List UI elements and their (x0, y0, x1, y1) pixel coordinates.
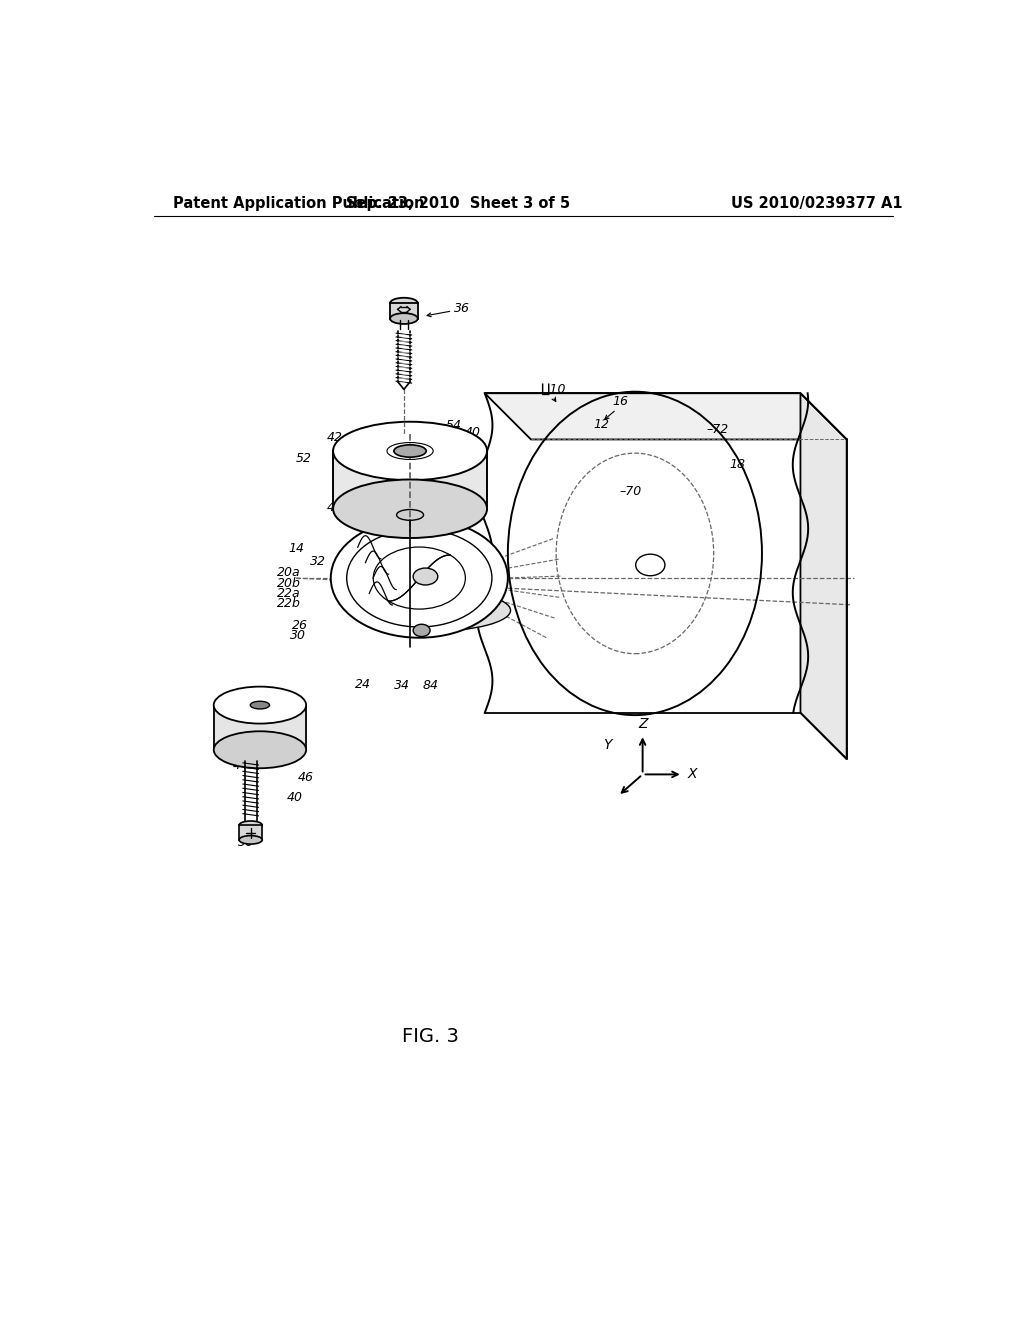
Ellipse shape (240, 821, 262, 829)
Ellipse shape (390, 298, 418, 309)
Text: 82: 82 (410, 520, 426, 533)
Text: 14: 14 (289, 541, 305, 554)
Text: 34: 34 (393, 678, 410, 692)
Text: 20b: 20b (278, 577, 301, 590)
Ellipse shape (214, 686, 306, 723)
Text: 54: 54 (446, 418, 462, 432)
Polygon shape (214, 705, 306, 750)
Ellipse shape (333, 479, 487, 539)
Text: –72: –72 (707, 422, 728, 436)
Text: 78: 78 (454, 576, 470, 589)
Text: FIG. 3: FIG. 3 (402, 1027, 460, 1045)
Text: 42: 42 (327, 430, 343, 444)
Text: 22a: 22a (278, 587, 301, 601)
Polygon shape (484, 393, 847, 440)
Text: 32: 32 (310, 554, 327, 568)
Polygon shape (333, 451, 487, 508)
Text: 86: 86 (421, 510, 437, 523)
Ellipse shape (214, 731, 306, 768)
Ellipse shape (396, 510, 424, 520)
Ellipse shape (413, 624, 430, 636)
Ellipse shape (394, 445, 426, 457)
Text: 40: 40 (287, 791, 302, 804)
Text: 42: 42 (232, 719, 249, 733)
Text: 36: 36 (238, 836, 254, 849)
Polygon shape (240, 825, 262, 840)
Ellipse shape (351, 590, 511, 631)
Text: 26: 26 (292, 619, 308, 632)
Text: 40: 40 (465, 426, 481, 440)
Text: –80: –80 (458, 508, 480, 520)
Text: 58: 58 (451, 490, 467, 502)
Polygon shape (801, 393, 847, 759)
Ellipse shape (240, 836, 262, 843)
Ellipse shape (331, 519, 508, 638)
Text: Y: Y (603, 738, 611, 752)
Text: 44: 44 (232, 759, 249, 772)
Text: –76: –76 (458, 601, 480, 612)
Text: 56: 56 (421, 424, 437, 437)
Text: 84: 84 (423, 678, 439, 692)
Text: 12: 12 (594, 417, 610, 430)
Text: 44: 44 (327, 500, 343, 513)
Text: –70: –70 (620, 486, 642, 499)
Ellipse shape (250, 701, 269, 709)
Polygon shape (484, 393, 847, 759)
Text: 46: 46 (359, 512, 376, 525)
Text: ∐10: ∐10 (540, 383, 565, 396)
Text: 16: 16 (612, 395, 629, 408)
Ellipse shape (390, 313, 418, 323)
Text: 50: 50 (459, 455, 475, 469)
Text: Sep. 23, 2010  Sheet 3 of 5: Sep. 23, 2010 Sheet 3 of 5 (346, 195, 570, 211)
Text: US 2010/0239377 A1: US 2010/0239377 A1 (731, 195, 903, 211)
Text: 52: 52 (296, 453, 312, 465)
Ellipse shape (413, 568, 438, 585)
Text: 88: 88 (421, 593, 436, 606)
Text: 22b: 22b (278, 597, 301, 610)
Text: 20a: 20a (278, 566, 301, 579)
Text: Patent Application Publication: Patent Application Publication (173, 195, 424, 211)
Text: 30: 30 (291, 630, 306, 643)
Ellipse shape (333, 422, 487, 480)
Text: 36: 36 (454, 302, 470, 315)
Text: 48: 48 (216, 706, 232, 719)
Text: 24: 24 (355, 677, 371, 690)
Text: 18: 18 (729, 458, 745, 471)
Text: 46: 46 (298, 771, 314, 784)
Text: X: X (688, 767, 697, 781)
Text: 28: 28 (449, 611, 464, 624)
Text: Z: Z (638, 717, 647, 731)
Polygon shape (390, 304, 418, 318)
